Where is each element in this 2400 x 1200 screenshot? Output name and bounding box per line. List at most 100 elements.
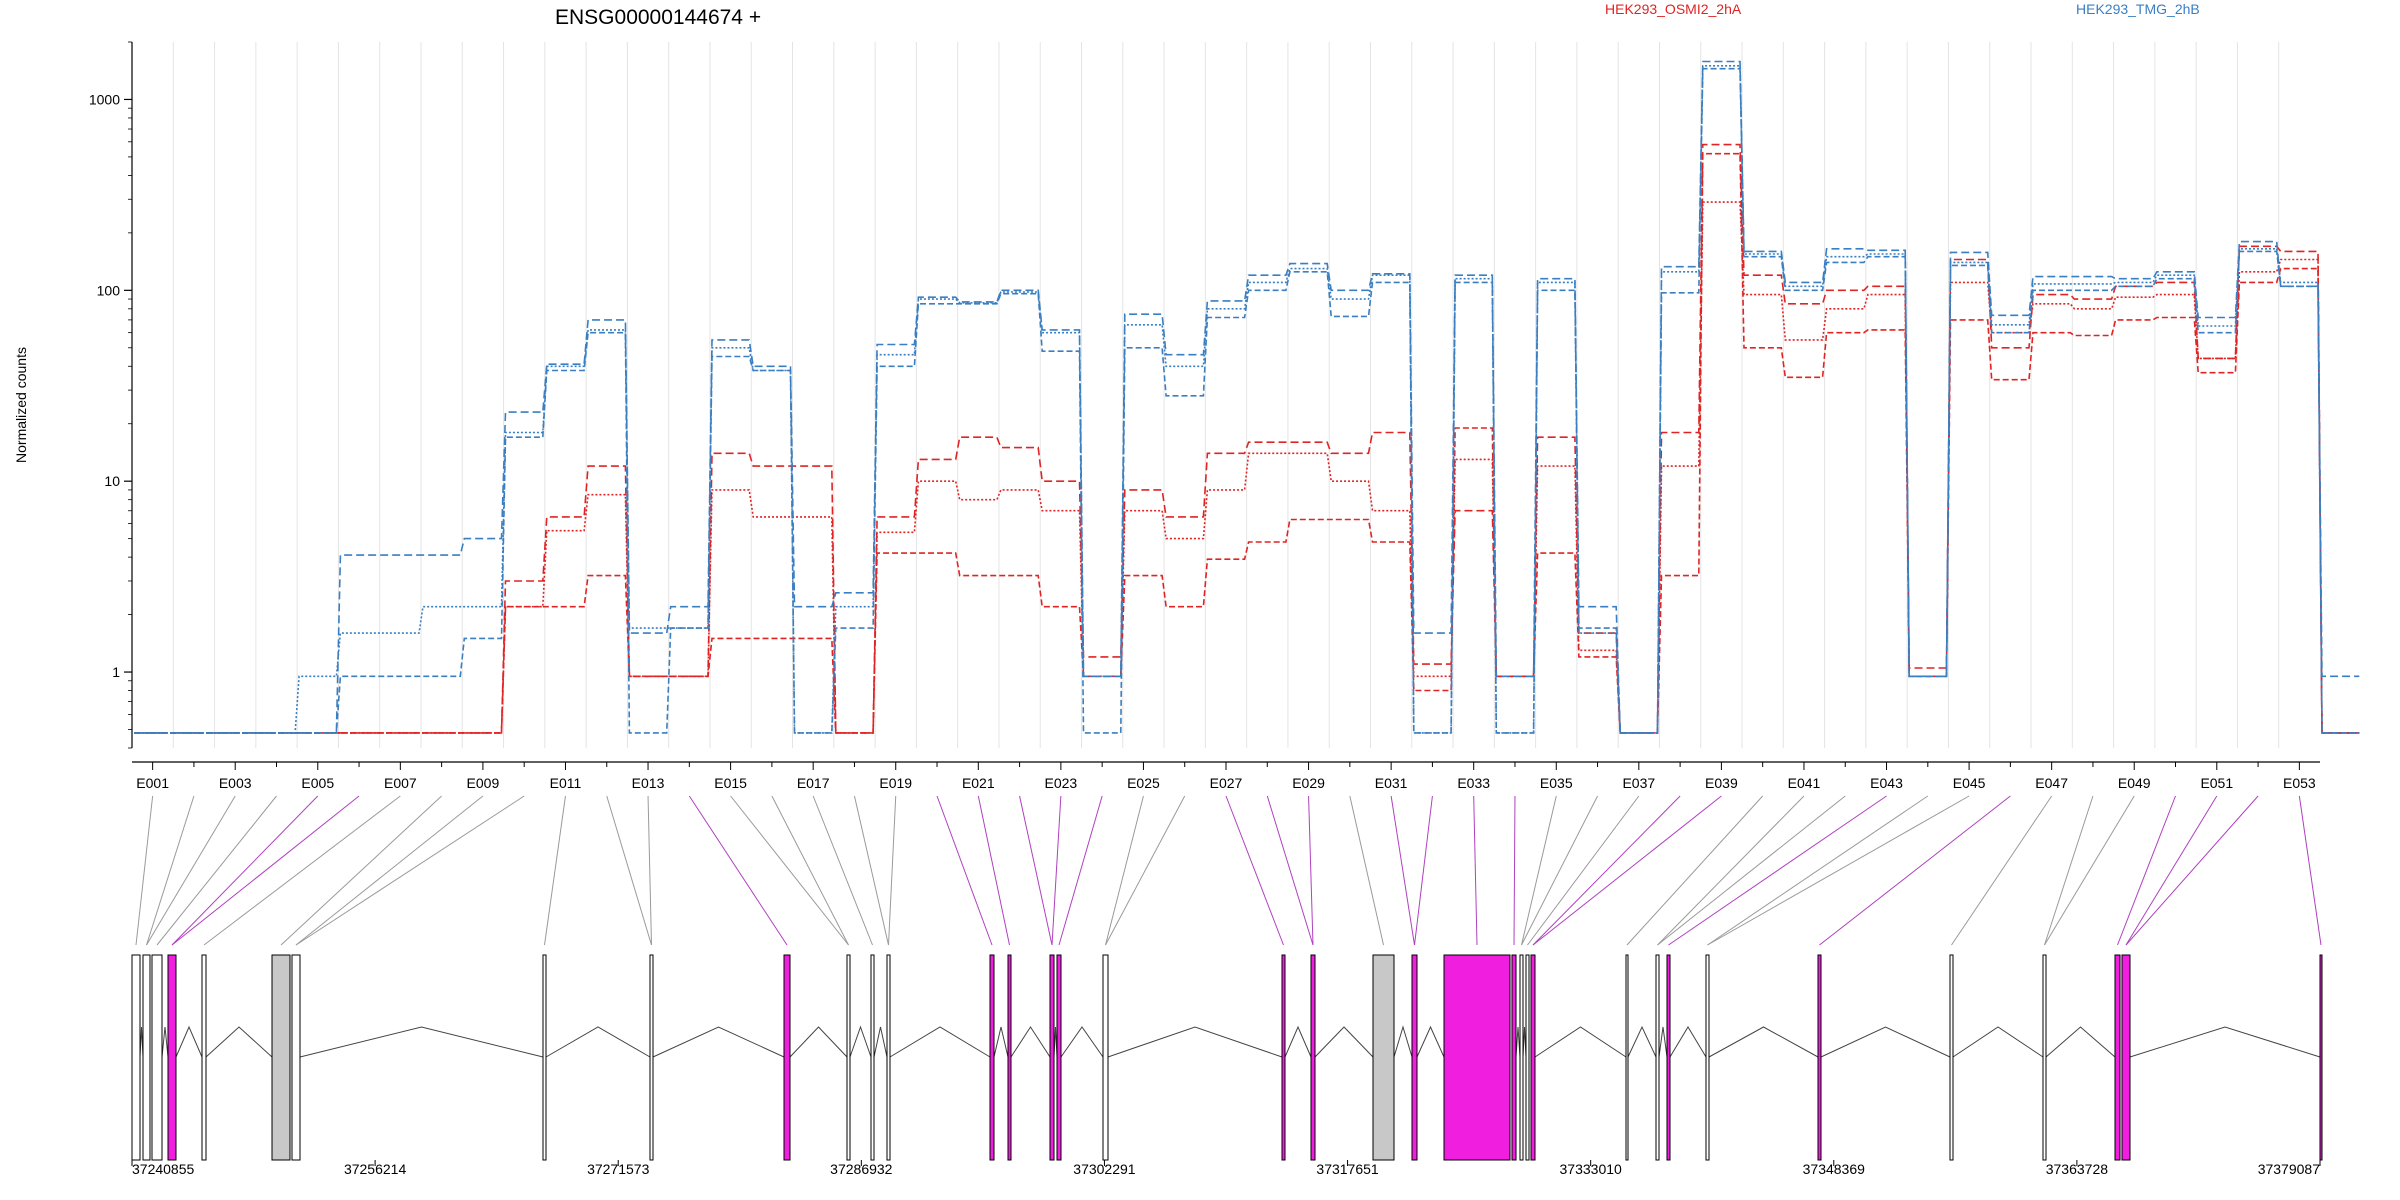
exon-connector (203, 795, 401, 946)
intron-line (2045, 1026, 2116, 1058)
x-axis: E001 E003 E005 E007 E009 E011 E013 E015 E017 E019… (132, 761, 2320, 791)
intron-line (1534, 1026, 1627, 1058)
intron-line (849, 1025, 872, 1058)
exon-connector (146, 795, 195, 946)
exon-connector (1266, 795, 1314, 946)
intron-line (175, 1025, 203, 1058)
intron-line (1393, 1025, 1413, 1058)
genome-coordinate-axis: 37240855 37256214 37271573 37286932 37302291… (131, 1160, 2321, 1177)
x-tick-label: E027 (1210, 775, 1243, 791)
x-tick-label: E051 (2200, 775, 2233, 791)
x-tick-label: E041 (1788, 775, 1821, 791)
exon-connector (853, 795, 889, 946)
exon-block (2114, 954, 2121, 1161)
intron-line (1284, 1025, 1312, 1058)
exon-connector (1473, 795, 1478, 946)
intron-line (873, 1026, 888, 1058)
exon-block (1443, 954, 1511, 1161)
intron-line (1627, 1025, 1657, 1058)
x-tick-label: E043 (1870, 775, 1903, 791)
chart-title: ENSG00000144674 + (555, 6, 761, 29)
exon-connector (295, 795, 484, 946)
x-tick-label: E049 (2118, 775, 2151, 791)
exon-connector (1657, 795, 1846, 946)
exon-block (542, 954, 547, 1161)
exon-block (167, 954, 177, 1161)
legend-tmg: HEK293_TMG_2hB (2076, 1, 2200, 17)
exon-block (1817, 954, 1822, 1161)
x-tick-label: E031 (1375, 775, 1408, 791)
exon-connector (771, 795, 849, 946)
exon-connector (280, 795, 442, 946)
coord-label: 37317651 (1316, 1161, 1379, 1177)
exon-connector (2044, 795, 2094, 946)
exon-connector (171, 795, 360, 946)
intron-line (993, 1026, 1009, 1058)
exon-connector (1513, 795, 1516, 946)
exon-connector (977, 795, 1010, 946)
series-line-tmg (134, 65, 2360, 734)
intron-line (889, 1026, 991, 1058)
x-tick-label: E033 (1457, 775, 1490, 791)
exon-connector (1527, 795, 1640, 946)
x-tick-label: E053 (2283, 775, 2316, 791)
coord-label: 37240855 (132, 1161, 195, 1177)
intron-line (1416, 1025, 1445, 1058)
exon-connector (1105, 795, 1186, 946)
intron-line (1952, 1026, 2044, 1058)
exon-connector (1521, 795, 1557, 946)
exon-connector (688, 795, 788, 946)
exon-connector (2044, 795, 2135, 946)
exon-connector (2117, 795, 2176, 946)
intron-line (1669, 1026, 1707, 1058)
x-tick-label: E017 (797, 775, 830, 791)
exon-connector (936, 795, 993, 946)
exon-block (649, 954, 654, 1161)
exon-connector (1414, 795, 1433, 946)
exon-block (846, 954, 851, 1161)
intron-line (1820, 1026, 1951, 1058)
y-axis: 1 10 100 1000 (89, 41, 133, 749)
exon-connector (812, 795, 873, 946)
x-tick-label: E047 (2035, 775, 2068, 791)
exon-connector (1058, 795, 1103, 946)
x-tick-label: E015 (714, 775, 747, 791)
exon-block (151, 954, 163, 1161)
exon-block (1511, 954, 1517, 1161)
x-tick-label: E035 (1540, 775, 1573, 791)
coord-label: 37302291 (1073, 1161, 1136, 1177)
exon-block (783, 954, 791, 1161)
exon-block (1411, 954, 1418, 1161)
exon-connector (1051, 795, 1062, 946)
exon-block (1372, 954, 1395, 1161)
y-tick-label: 10 (104, 473, 120, 489)
intron-line (1515, 1026, 1521, 1058)
exon-connector (135, 795, 154, 946)
exon-connector (1390, 795, 1415, 946)
exon-connector (295, 795, 525, 946)
exon-connector (1225, 795, 1284, 946)
x-tick-label: E013 (632, 775, 665, 791)
exon-connector (647, 795, 652, 946)
intron-line (652, 1026, 785, 1058)
intron-line (161, 1026, 169, 1058)
exon-block (1056, 954, 1062, 1161)
exon-block (1310, 954, 1316, 1161)
exon-block (1949, 954, 1954, 1161)
x-tick-label: E029 (1292, 775, 1325, 791)
exon-block (2042, 954, 2047, 1161)
intron-line (1708, 1026, 1819, 1058)
exon-block (2319, 954, 2323, 1161)
legend-osmi2: HEK293_OSMI2_2hA (1605, 1, 1742, 17)
exon-connectors (135, 795, 2322, 946)
series-line-tmg (134, 60, 2360, 734)
exon-connector (1308, 795, 1314, 946)
exon-block (1655, 954, 1660, 1161)
gene-model (131, 954, 2323, 1161)
exon-block (1007, 954, 1012, 1161)
exon-connector (1951, 795, 2053, 946)
exon-block (1049, 954, 1055, 1161)
exon-connector (1707, 795, 1929, 946)
y-axis-label: Normalized counts (13, 347, 29, 463)
